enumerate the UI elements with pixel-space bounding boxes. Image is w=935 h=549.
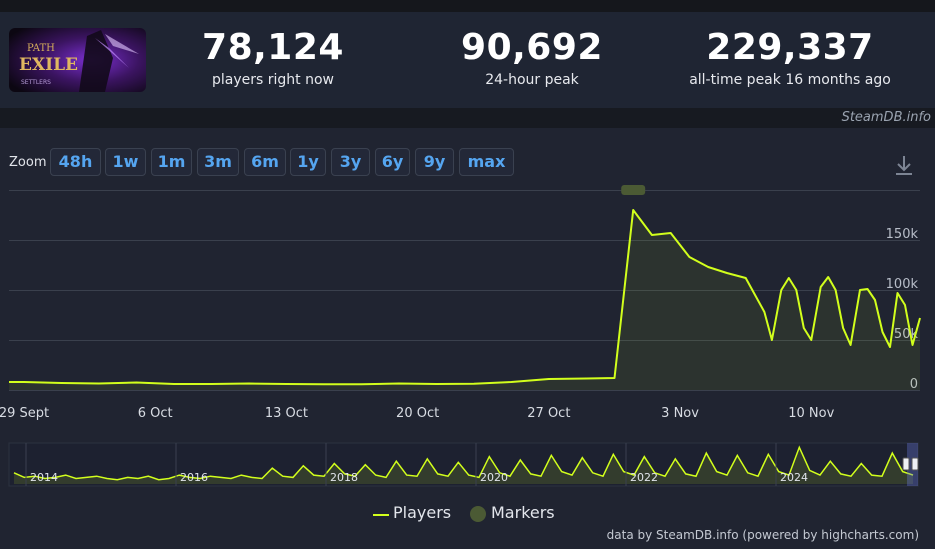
legend-markers-swatch xyxy=(470,505,486,522)
x-tick-label: 13 Oct xyxy=(265,406,308,421)
navigator-line xyxy=(13,445,914,481)
zoom-button-1m[interactable]: 1m xyxy=(151,148,192,176)
navigator-year-label: 2024 xyxy=(780,471,808,484)
current-players-value: 78,124 xyxy=(202,27,344,68)
zoom-button-9y[interactable]: 9y xyxy=(415,148,454,176)
legend: Players Markers xyxy=(0,503,935,523)
zoom-button-6m[interactable]: 6m xyxy=(244,148,286,176)
stat-24h: 90,692 24-hour peak xyxy=(442,27,622,89)
top-strip xyxy=(0,0,935,12)
legend-players[interactable]: Players xyxy=(373,503,451,522)
y-tick-label: 0 xyxy=(910,377,918,392)
zoom-button-48h[interactable]: 48h xyxy=(50,148,101,176)
x-tick-label: 29 Sept xyxy=(0,406,49,421)
svg-text:EXILE: EXILE xyxy=(19,55,78,75)
navigator-year-label: 2018 xyxy=(330,471,358,484)
x-tick-label: 10 Nov xyxy=(788,406,834,421)
x-tick-label: 27 Oct xyxy=(527,406,570,421)
y-tick-label: 100k xyxy=(886,277,919,292)
stat-current: 78,124 players right now xyxy=(183,27,363,89)
download-icon[interactable] xyxy=(893,154,915,178)
zoom-label: Zoom xyxy=(9,155,47,170)
svg-text:SETTLERS: SETTLERS xyxy=(21,79,51,86)
zoom-button-3m[interactable]: 3m xyxy=(197,148,239,176)
zoom-button-1y[interactable]: 1y xyxy=(290,148,326,176)
steamdb-credit[interactable]: SteamDB.info xyxy=(841,110,931,125)
alltime-peak-value: 229,337 xyxy=(706,27,874,68)
zoom-button-6y[interactable]: 6y xyxy=(375,148,410,176)
highcharts-credit[interactable]: data by SteamDB.info (powered by highcha… xyxy=(606,528,919,542)
game-logo[interactable]: PATH EXILE SETTLERS xyxy=(9,28,146,92)
x-tick-label: 6 Oct xyxy=(138,406,173,421)
header-panel xyxy=(0,12,935,108)
series-area xyxy=(9,210,920,390)
navigator-year-label: 2022 xyxy=(630,471,658,484)
x-tick-label: 3 Nov xyxy=(661,406,699,421)
peak-24h-value: 90,692 xyxy=(461,27,603,68)
navigator-handle-right[interactable] xyxy=(911,457,919,471)
navigator-year-label: 2020 xyxy=(480,471,508,484)
current-players-label: players right now xyxy=(212,72,334,88)
zoom-button-1w[interactable]: 1w xyxy=(105,148,146,176)
navigator-year-label: 2014 xyxy=(30,471,58,484)
stat-alltime: 229,337 all-time peak 16 months ago xyxy=(680,27,900,89)
series-players-line[interactable] xyxy=(9,209,921,386)
legend-players-swatch xyxy=(373,513,389,516)
zoom-button-max[interactable]: max xyxy=(459,148,514,176)
alltime-peak-label: all-time peak 16 months ago xyxy=(689,72,891,88)
release-marker[interactable] xyxy=(621,185,646,195)
legend-markers[interactable]: Markers xyxy=(469,503,555,523)
legend-players-label: Players xyxy=(393,503,452,522)
y-tick-label: 50k xyxy=(894,327,919,342)
y-tick-label: 150k xyxy=(886,227,919,242)
svg-text:PATH: PATH xyxy=(27,43,55,54)
legend-markers-label: Markers xyxy=(491,503,555,522)
x-tick-label: 20 Oct xyxy=(396,406,439,421)
zoom-button-3y[interactable]: 3y xyxy=(331,148,370,176)
navigator-year-label: 2016 xyxy=(180,471,208,484)
peak-24h-label: 24-hour peak xyxy=(485,72,579,88)
navigator-handle-left[interactable] xyxy=(902,457,910,471)
